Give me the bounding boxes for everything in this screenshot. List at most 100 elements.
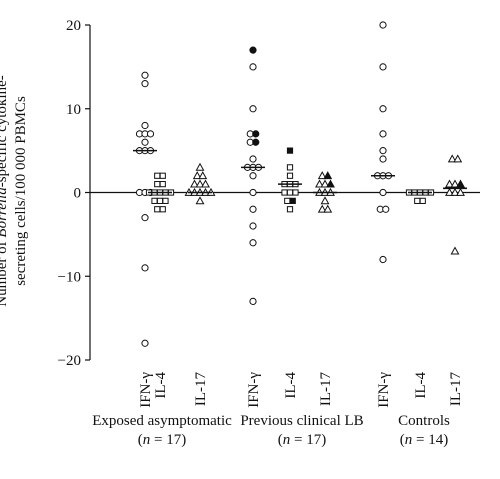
data-point-triangle [190,179,199,188]
data-point-triangle [450,246,460,255]
data-point-square [154,172,161,179]
data-point-square [156,197,164,204]
series-0-1 [145,172,175,213]
y-axis-label-part-3: secreting cells/100 000 PBMCs [13,96,29,286]
series-0-2 [184,162,216,205]
category-labels: IFN-γ IL-4 IL-17 IFN-γ IL-4 IL-17 IFN-γ IL-4 IL-… [138,372,464,408]
data-point-circle [379,130,387,138]
data-point-square [286,147,294,154]
data-point-square [281,189,288,196]
data-point-square [159,181,166,188]
y-tick-label: −20 [58,353,81,369]
data-point-circle [249,297,257,305]
group-name: Controls [398,413,450,429]
data-point-triangle [317,204,327,213]
category-label: IFN-γ [138,372,154,408]
y-axis-label-italic: Borrelia [0,187,10,238]
data-point-square [289,197,296,204]
data-point-triangle [445,187,454,196]
y-tick-label: 20 [66,18,81,34]
data-point-circle [141,264,149,272]
data-point-triangle [450,187,460,196]
data-point-square [292,189,299,196]
data-point-circle [379,188,387,197]
series-1-1 [278,147,302,213]
data-point-triangle [323,171,333,180]
group-label-previous: Previous clinical LB (n = 17) [232,412,372,450]
data-point-triangle [456,187,465,196]
data-point-triangle [317,171,327,180]
data-point-circle [379,147,387,155]
data-point-circle [379,255,387,264]
group-n: (n = 17) [277,432,327,448]
group-label-exposed: Exposed asymptomatic (n = 17) [72,412,252,450]
data-point-triangle [447,154,457,163]
group-name: Exposed asymptomatic [92,413,232,429]
category-label: IFN-γ [376,372,392,408]
category-label: IL-17 [318,372,334,407]
data-point-circle [249,46,257,54]
data-point-circle [252,138,260,146]
y-axis-label: Number of Borrelia-specific cytokine- se… [0,31,31,351]
group-n: (n = 14) [399,432,449,448]
series-2-2 [443,154,467,255]
data-point-triangle [323,204,333,213]
data-point-circle [379,155,387,163]
group-label-controls: Controls (n = 14) [388,412,460,450]
data-point-circle [141,138,149,146]
data-point-circle [382,205,390,213]
data-point-circle [249,155,257,163]
data-point-square [286,164,294,171]
data-point-square [414,197,421,204]
data-point-triangle [201,179,210,188]
series-2-1 [405,189,435,204]
data-point-triangle [320,179,330,188]
data-marks [133,21,467,347]
data-point-triangle [456,179,465,188]
data-point-triangle [192,171,202,180]
data-point-triangle [320,196,330,205]
y-axis-label-part-2: -specific cytokine- [0,75,10,188]
category-label: IL-4 [283,372,299,399]
data-point-triangle [326,179,335,188]
data-point-circle [249,222,257,230]
category-label: IL-4 [153,372,169,399]
data-point-circle [146,130,155,138]
data-point-square [154,206,161,213]
data-point-circle [141,214,149,222]
data-point-triangle [195,162,205,171]
series-1-0 [241,46,265,305]
category-label: IL-4 [413,372,429,399]
data-point-circle [141,80,149,88]
data-point-circle [141,71,149,79]
y-tick-label: −10 [58,269,81,285]
data-point-square [162,197,169,204]
category-label: IL-17 [193,372,209,407]
series-2-0 [371,21,395,264]
data-point-square [286,206,294,213]
y-tick-label: 0 [74,186,82,202]
data-point-triangle [195,179,205,188]
data-point-circle [379,63,387,71]
data-point-circle [252,130,260,138]
data-point-square [159,206,166,213]
data-point-square [159,172,166,179]
data-point-square [286,189,294,196]
data-point-circle [141,339,149,347]
series-0-0 [133,71,157,347]
y-tick-label: 10 [66,102,81,118]
group-name: Previous clinical LB [240,413,364,429]
data-point-triangle [198,171,208,180]
data-point-circle [249,105,257,113]
data-point-square [284,197,291,204]
data-point-circle [141,121,149,130]
data-point-circle [249,188,257,197]
group-n: (n = 17) [137,432,187,448]
data-point-triangle [453,154,463,163]
data-point-triangle [450,179,460,188]
category-label: IFN-γ [246,372,262,408]
data-point-square [154,181,161,188]
data-point-square [419,197,426,204]
y-axis-label-part-1: Number of [0,241,10,307]
